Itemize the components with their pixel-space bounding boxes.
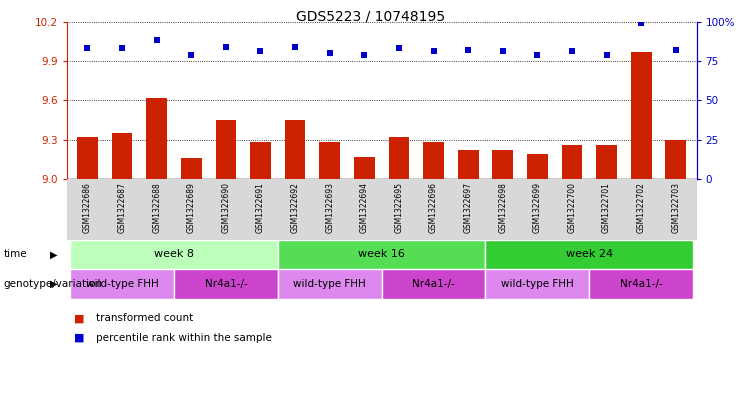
Point bbox=[462, 47, 474, 53]
Bar bbox=[382, 269, 485, 299]
Text: ▶: ▶ bbox=[50, 250, 58, 259]
Text: wild-type FHH: wild-type FHH bbox=[501, 279, 574, 289]
Bar bbox=[67, 179, 697, 240]
Bar bbox=[492, 150, 513, 179]
Text: ▶: ▶ bbox=[50, 279, 58, 289]
Text: time: time bbox=[4, 250, 27, 259]
Text: week 16: week 16 bbox=[358, 250, 405, 259]
Bar bbox=[285, 120, 305, 179]
Bar bbox=[77, 137, 98, 179]
Bar bbox=[562, 145, 582, 179]
Bar bbox=[631, 52, 651, 179]
Text: GSM1322697: GSM1322697 bbox=[464, 182, 473, 233]
Text: percentile rank within the sample: percentile rank within the sample bbox=[96, 333, 272, 343]
Text: GSM1322691: GSM1322691 bbox=[256, 182, 265, 233]
Point bbox=[116, 45, 128, 51]
Point bbox=[82, 45, 93, 51]
Text: GDS5223 / 10748195: GDS5223 / 10748195 bbox=[296, 10, 445, 24]
Point bbox=[324, 50, 336, 56]
Bar bbox=[146, 97, 167, 179]
Text: GSM1322693: GSM1322693 bbox=[325, 182, 334, 233]
Text: week 8: week 8 bbox=[154, 250, 194, 259]
Text: GSM1322698: GSM1322698 bbox=[498, 182, 508, 233]
Text: GSM1322688: GSM1322688 bbox=[152, 182, 162, 233]
Text: GSM1322689: GSM1322689 bbox=[187, 182, 196, 233]
Text: ■: ■ bbox=[74, 333, 84, 343]
Point bbox=[255, 48, 267, 55]
Point bbox=[150, 37, 162, 44]
Bar bbox=[354, 156, 375, 179]
Text: GSM1322694: GSM1322694 bbox=[360, 182, 369, 233]
Point bbox=[566, 48, 578, 55]
Bar bbox=[70, 240, 278, 269]
Text: GSM1322701: GSM1322701 bbox=[602, 182, 611, 233]
Bar bbox=[174, 269, 278, 299]
Text: GSM1322700: GSM1322700 bbox=[568, 182, 576, 233]
Bar bbox=[423, 142, 444, 179]
Text: Nr4a1-/-: Nr4a1-/- bbox=[619, 279, 662, 289]
Text: GSM1322696: GSM1322696 bbox=[429, 182, 438, 233]
Text: GSM1322695: GSM1322695 bbox=[394, 182, 403, 233]
Text: GSM1322690: GSM1322690 bbox=[222, 182, 230, 233]
Text: genotype/variation: genotype/variation bbox=[4, 279, 103, 289]
Text: GSM1322692: GSM1322692 bbox=[290, 182, 299, 233]
Point bbox=[601, 51, 613, 58]
Text: GSM1322702: GSM1322702 bbox=[637, 182, 645, 233]
Text: GSM1322699: GSM1322699 bbox=[533, 182, 542, 233]
Bar bbox=[278, 269, 382, 299]
Bar bbox=[216, 120, 236, 179]
Text: wild-type FHH: wild-type FHH bbox=[86, 279, 159, 289]
Bar bbox=[665, 140, 686, 179]
Text: Nr4a1-/-: Nr4a1-/- bbox=[205, 279, 247, 289]
Bar bbox=[388, 137, 409, 179]
Text: Nr4a1-/-: Nr4a1-/- bbox=[412, 279, 455, 289]
Text: transformed count: transformed count bbox=[96, 313, 193, 323]
Point bbox=[428, 48, 439, 55]
Bar bbox=[458, 150, 479, 179]
Bar bbox=[485, 269, 589, 299]
Text: GSM1322687: GSM1322687 bbox=[118, 182, 127, 233]
Point bbox=[635, 20, 647, 26]
Bar bbox=[527, 154, 548, 179]
Bar bbox=[250, 142, 271, 179]
Text: wild-type FHH: wild-type FHH bbox=[293, 279, 366, 289]
Bar bbox=[485, 240, 693, 269]
Text: week 24: week 24 bbox=[565, 250, 613, 259]
Bar bbox=[319, 142, 340, 179]
Point bbox=[531, 51, 543, 58]
Point bbox=[185, 51, 197, 58]
Text: ■: ■ bbox=[74, 313, 84, 323]
Bar bbox=[181, 158, 202, 179]
Bar bbox=[597, 145, 617, 179]
Bar bbox=[70, 269, 174, 299]
Point bbox=[670, 47, 682, 53]
Bar bbox=[112, 133, 133, 179]
Bar bbox=[278, 240, 485, 269]
Text: GSM1322703: GSM1322703 bbox=[671, 182, 680, 233]
Point bbox=[289, 44, 301, 50]
Text: GSM1322686: GSM1322686 bbox=[83, 182, 92, 233]
Point bbox=[220, 44, 232, 50]
Point bbox=[359, 51, 370, 58]
Point bbox=[496, 48, 508, 55]
Point bbox=[393, 45, 405, 51]
Bar bbox=[589, 269, 693, 299]
